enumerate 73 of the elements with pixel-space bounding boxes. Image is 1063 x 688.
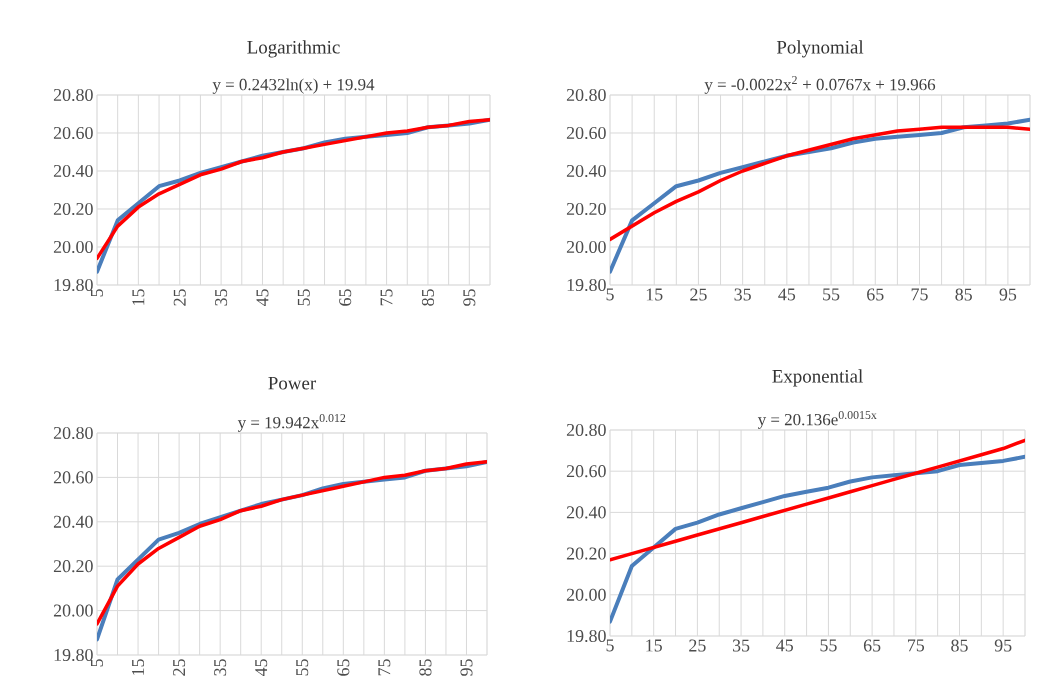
x-tick-label: 35 bbox=[732, 639, 750, 652]
x-tick-label: 45 bbox=[778, 288, 796, 301]
text: y = 0.2432ln(x) + 19.94 bbox=[212, 78, 375, 94]
y-tick-label: 20.60 bbox=[53, 471, 93, 484]
y-tick-label: 20.80 bbox=[566, 423, 606, 437]
y-tick-label: 20.20 bbox=[53, 202, 93, 216]
y-tick-label: 19.80 bbox=[567, 278, 606, 292]
y-tick-label: 20.00 bbox=[53, 240, 93, 254]
x-tick-label: 5 bbox=[606, 288, 614, 301]
y-tick-label: 20.60 bbox=[566, 126, 606, 140]
y-tick-label: 20.00 bbox=[53, 604, 93, 617]
chart-title: Polynomial bbox=[776, 40, 864, 58]
y-tick-label: 20.80 bbox=[53, 426, 93, 440]
chart-title: Power bbox=[268, 376, 317, 390]
chart-title: Exponential bbox=[772, 369, 863, 387]
x-tick-label: 35 bbox=[734, 288, 751, 301]
x-tick-label: 75 bbox=[378, 659, 391, 676]
x-tick-label: 25 bbox=[689, 639, 706, 652]
chart-title: Logarithmic bbox=[247, 40, 340, 58]
x-tick-label: 25 bbox=[690, 288, 707, 301]
y-tick-label: 20.40 bbox=[566, 164, 606, 178]
y-tick-label: 20.80 bbox=[566, 88, 606, 102]
y-tick-label: 19.80 bbox=[54, 278, 93, 292]
text: y = 19.942x$^{0.012}$ bbox=[237, 414, 346, 432]
x-tick-label: 85 bbox=[955, 288, 972, 301]
x-tick-label: 65 bbox=[337, 659, 350, 676]
y-tick-label: 20.40 bbox=[53, 164, 93, 178]
x-tick-label: 95 bbox=[999, 288, 1017, 301]
y-tick-label: 20.20 bbox=[566, 202, 606, 216]
x-tick-label: 45 bbox=[256, 289, 269, 307]
line-series bbox=[610, 454, 1026, 624]
x-tick-label: 85 bbox=[951, 639, 968, 652]
x-tick-label: 35 bbox=[215, 289, 228, 306]
x-tick-label: 15 bbox=[646, 639, 662, 652]
y-tick-label: 20.80 bbox=[53, 88, 93, 102]
y-tick-label: 20.20 bbox=[566, 547, 606, 560]
y-tick-label: 20.60 bbox=[566, 465, 606, 478]
x-tick-label: 65 bbox=[863, 639, 881, 652]
y-tick-label: 20.40 bbox=[53, 515, 93, 528]
x-tick-label: 15 bbox=[132, 659, 145, 675]
y-tick-label: 20.20 bbox=[53, 560, 93, 573]
x-tick-label: 15 bbox=[646, 288, 663, 301]
x-tick-label: 25 bbox=[173, 659, 186, 676]
x-tick-label: 55 bbox=[297, 289, 310, 306]
x-tick-label: 35 bbox=[214, 659, 227, 676]
x-tick-label: 65 bbox=[339, 289, 352, 306]
x-tick-label: 75 bbox=[911, 288, 928, 301]
x-tick-label: 45 bbox=[776, 639, 794, 652]
x-tick-label: 5 bbox=[606, 639, 614, 652]
y-tick-label: 20.00 bbox=[566, 588, 606, 601]
x-tick-label: 25 bbox=[173, 289, 186, 306]
x-tick-label: 65 bbox=[867, 288, 884, 301]
y-tick-label: 19.80 bbox=[567, 629, 606, 643]
x-tick-label: 55 bbox=[823, 288, 840, 301]
x-tick-label: 85 bbox=[419, 659, 432, 676]
x-tick-label: 15 bbox=[132, 289, 145, 305]
x-tick-label: 5 bbox=[91, 659, 103, 667]
y-tick-label: 20.40 bbox=[566, 506, 606, 519]
x-tick-label: 85 bbox=[421, 289, 434, 306]
x-tick-label: 95 bbox=[463, 289, 476, 306]
x-tick-label: 5 bbox=[91, 289, 103, 297]
x-tick-label: 75 bbox=[908, 639, 925, 652]
text: y = 20.136e$^{0.0015x}$ bbox=[757, 411, 877, 429]
x-tick-label: 55 bbox=[820, 639, 837, 652]
x-tick-label: 45 bbox=[255, 659, 268, 677]
y-tick-label: 20.60 bbox=[53, 126, 93, 140]
x-tick-label: 95 bbox=[994, 639, 1012, 652]
text: y = -0.0022x$^{2}$ + 0.0767x + 19.966 bbox=[704, 76, 936, 94]
x-tick-label: 95 bbox=[460, 659, 473, 676]
y-tick-label: 19.80 bbox=[54, 648, 93, 662]
y-tick-label: 20.00 bbox=[566, 240, 606, 254]
x-tick-label: 75 bbox=[380, 289, 393, 306]
x-tick-label: 55 bbox=[296, 659, 309, 676]
